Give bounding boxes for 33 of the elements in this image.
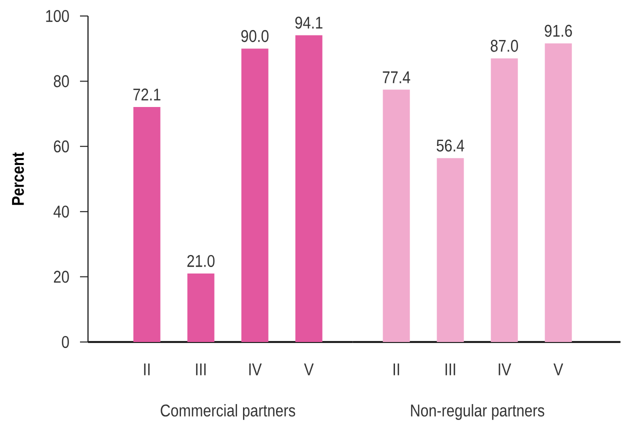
data-label: 87.0 [490,40,518,52]
y-tick-label: 60 [54,140,69,152]
y-tick-label: 20 [54,270,69,283]
x-tick-label: IV [498,364,512,376]
x-tick-label: V [304,364,314,376]
data-label: 21.0 [187,254,215,267]
x-tick-label: III [196,364,206,376]
bar [241,48,268,342]
y-tick-label: 0 [62,336,69,348]
data-label: 94.1 [295,16,322,29]
x-axis-title: Non-regular partners [411,404,544,420]
bar [490,58,518,342]
x-tick-label: II [144,364,150,376]
bar [133,106,160,342]
x-axis-title: Commercial partners [160,404,296,420]
bar [382,90,410,342]
data-label: 72.1 [133,88,160,100]
bar [295,35,322,342]
y-axis-title: Percent [12,152,24,205]
x-tick-label: III [446,364,456,376]
y-tick-label: 40 [54,206,69,218]
y-tick-label: 100 [46,10,69,22]
x-tick-label: II [394,364,400,376]
data-label: 56.4 [436,140,464,152]
data-label: 77.4 [382,71,410,84]
bar [436,158,464,342]
bar [187,274,214,342]
x-tick-label: IV [249,364,262,376]
data-label: 91.6 [544,24,572,37]
bar [544,43,572,342]
x-tick-label: V [554,364,564,376]
data-label: 90.0 [241,30,269,42]
y-tick-label: 80 [54,75,69,88]
